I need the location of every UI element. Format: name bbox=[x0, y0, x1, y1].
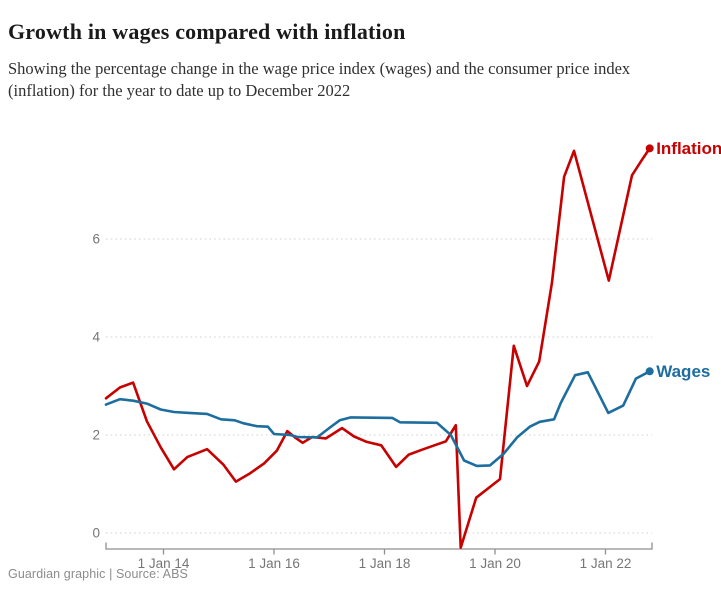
chart-page: { "header": { "title": "Growth in wages … bbox=[8, 18, 721, 581]
x-tick-label: 1 Jan 22 bbox=[580, 556, 632, 571]
gridlines bbox=[106, 238, 652, 534]
source-credit: Guardian graphic | Source: ABS bbox=[8, 567, 188, 581]
line-wages bbox=[104, 369, 652, 468]
x-axis-tick-labels: 1 Jan 14 1 Jan 16 1 Jan 18 1 Jan 20 1 Jan 22 bbox=[138, 556, 632, 571]
y-tick-label: 2 bbox=[92, 428, 100, 443]
x-tick-label: 1 Jan 14 bbox=[138, 556, 190, 571]
x-axis bbox=[105, 542, 653, 555]
page-title: Growth in wages compared with inflation bbox=[8, 18, 406, 44]
line-inflation bbox=[104, 147, 652, 550]
y-tick-label: 6 bbox=[92, 232, 100, 247]
end-dot-inflation bbox=[645, 144, 654, 153]
y-tick-label: 0 bbox=[92, 526, 100, 541]
series-label-wages: Wages bbox=[656, 362, 710, 381]
x-tick-label: 1 Jan 20 bbox=[469, 556, 521, 571]
y-axis-tick-labels: 0 2 4 6 bbox=[92, 232, 100, 541]
series-lines bbox=[104, 144, 654, 550]
page-subtitle: Showing the percentage change in the wag… bbox=[8, 58, 631, 100]
series-end-labels: Inflation Wages bbox=[656, 139, 721, 381]
end-dot-wages bbox=[645, 367, 654, 376]
x-tick-label: 1 Jan 16 bbox=[248, 556, 300, 571]
axis-baseline bbox=[105, 542, 653, 550]
y-tick-label: 4 bbox=[92, 330, 100, 345]
x-tick-label: 1 Jan 18 bbox=[359, 556, 411, 571]
series-label-inflation: Inflation bbox=[656, 139, 721, 158]
